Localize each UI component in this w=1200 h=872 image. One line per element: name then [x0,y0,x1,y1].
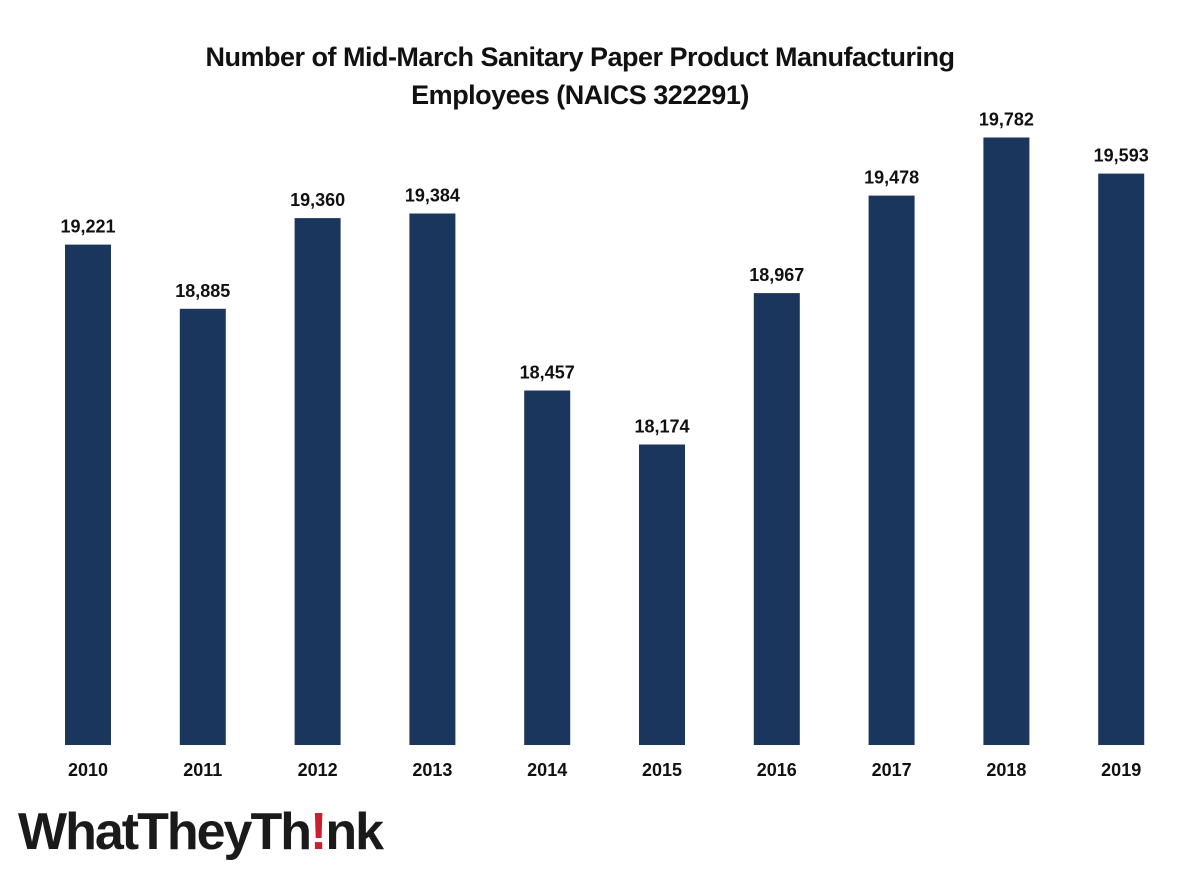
bar-2015 [639,444,685,745]
bar-2016 [753,293,800,745]
bar-2010 [65,244,111,745]
logo-exclamation: ! [309,803,327,861]
chart-title-line-2: Employees (NAICS 322291) [411,80,749,110]
category-label-2019: 2019 [1101,760,1141,780]
value-label-2017: 19,478 [864,168,919,188]
value-label-2019: 19,593 [1094,146,1149,166]
category-label-2011: 2011 [183,760,222,780]
category-label-2015: 2015 [642,760,682,780]
category-label-2013: 2013 [412,760,452,780]
value-label-2018: 19,782 [979,110,1034,130]
logo-text-end: nk [325,803,384,861]
category-label-2018: 2018 [986,760,1026,780]
bar-2017 [868,195,915,746]
bar-2018 [983,137,1030,745]
value-label-2012: 19,360 [290,190,345,210]
value-label-2014: 18,457 [520,363,575,383]
value-label-2015: 18,174 [634,417,689,437]
logo-text-start: WhatTheyTh [18,803,312,861]
value-label-2011: 18,885 [175,281,230,301]
value-label-2010: 19,221 [60,217,115,237]
category-label-2017: 2017 [872,760,912,780]
chart-title-line-1: Number of Mid-March Sanitary Paper Produ… [205,42,955,72]
value-label-2013: 19,384 [405,186,460,206]
category-label-2016: 2016 [757,760,797,780]
category-label-2012: 2012 [298,760,338,780]
bar-chart: 19,221 2010 18,885 2011 19,360 2012 19,384 2013… [60,110,1149,781]
bar-2014 [524,390,571,745]
bar-2011 [179,308,226,745]
bar-2013 [409,213,456,745]
bar-2012 [294,218,341,746]
whattheythink-logo: WhatTheyTh!nk [18,802,384,862]
chart-title: Number of Mid-March Sanitary Paper Produ… [0,38,1160,114]
bar-2019 [1098,173,1145,746]
category-label-2010: 2010 [68,760,108,780]
category-label-2014: 2014 [527,760,567,780]
value-label-2016: 18,967 [749,265,804,285]
